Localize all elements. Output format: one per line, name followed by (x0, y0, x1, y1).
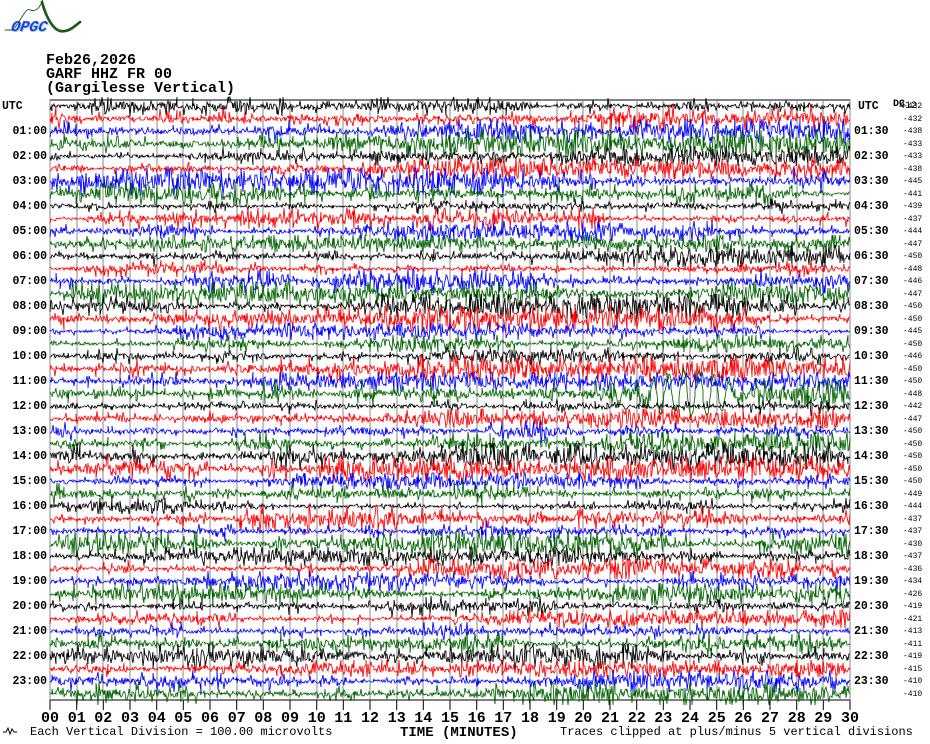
svg-text:23:00: 23:00 (12, 675, 47, 688)
svg-text:-434: -434 (903, 577, 922, 586)
svg-text:-413: -413 (903, 627, 922, 636)
svg-text:11:00: 11:00 (12, 375, 47, 388)
svg-text:07:30: 07:30 (854, 275, 889, 288)
svg-text:16:00: 16:00 (12, 500, 47, 513)
svg-text:11: 11 (334, 710, 352, 727)
svg-text:-444: -444 (903, 502, 922, 511)
svg-text:15:30: 15:30 (854, 475, 889, 488)
svg-text:17:00: 17:00 (12, 525, 47, 538)
svg-text:19:30: 19:30 (854, 575, 889, 588)
svg-text:-410: -410 (903, 690, 922, 699)
svg-text:03:30: 03:30 (854, 175, 889, 188)
svg-text:-438: -438 (903, 127, 922, 136)
svg-text:-437: -437 (903, 527, 922, 536)
svg-text:-410: -410 (903, 677, 922, 686)
svg-text:-444: -444 (903, 227, 922, 236)
svg-text:09:30: 09:30 (854, 325, 889, 338)
svg-text:-438: -438 (903, 165, 922, 174)
svg-text:-419: -419 (903, 652, 922, 661)
svg-text:11:30: 11:30 (854, 375, 889, 388)
svg-text:-432: -432 (903, 115, 922, 124)
svg-text:20:00: 20:00 (12, 600, 47, 613)
svg-text:21:30: 21:30 (854, 625, 889, 638)
svg-text:12:00: 12:00 (12, 400, 47, 413)
svg-text:15:00: 15:00 (12, 475, 47, 488)
svg-text:-450: -450 (903, 427, 922, 436)
svg-text:-448: -448 (903, 390, 922, 399)
svg-text:05:30: 05:30 (854, 225, 889, 238)
svg-text:-450: -450 (903, 452, 922, 461)
svg-text:-450: -450 (903, 315, 922, 324)
svg-text:-446: -446 (903, 352, 922, 361)
svg-text:-426: -426 (903, 590, 922, 599)
svg-text:18: 18 (521, 710, 539, 727)
svg-text:01:00: 01:00 (12, 125, 47, 138)
svg-text:12:30: 12:30 (854, 400, 889, 413)
svg-text:-436: -436 (903, 565, 922, 574)
svg-text:-439: -439 (903, 202, 922, 211)
svg-text:21:00: 21:00 (12, 625, 47, 638)
svg-text:05:00: 05:00 (12, 225, 47, 238)
svg-text:-411: -411 (903, 640, 922, 649)
svg-text:-450: -450 (903, 365, 922, 374)
svg-text:01:30: 01:30 (854, 125, 889, 138)
svg-text:-450: -450 (903, 302, 922, 311)
svg-text:-445: -445 (903, 177, 922, 186)
svg-text:06:00: 06:00 (12, 250, 47, 263)
svg-text:-445: -445 (903, 327, 922, 336)
svg-text:12: 12 (361, 710, 379, 727)
svg-text:17:30: 17:30 (854, 525, 889, 538)
svg-text:-415: -415 (903, 665, 922, 674)
svg-text:-448: -448 (903, 265, 922, 274)
svg-text:-450: -450 (903, 252, 922, 261)
svg-text:08:00: 08:00 (12, 300, 47, 313)
svg-text:16:30: 16:30 (854, 500, 889, 513)
svg-text:-441: -441 (903, 190, 922, 199)
svg-text:-433: -433 (903, 140, 922, 149)
svg-text:-446: -446 (903, 277, 922, 286)
svg-text:-433: -433 (903, 152, 922, 161)
svg-text:08:30: 08:30 (854, 300, 889, 313)
svg-text:-447: -447 (903, 415, 922, 424)
svg-text:-421: -421 (903, 615, 922, 624)
svg-text:22:00: 22:00 (12, 650, 47, 663)
svg-text:-447: -447 (903, 290, 922, 299)
svg-text:07:00: 07:00 (12, 275, 47, 288)
svg-text:13:00: 13:00 (12, 425, 47, 438)
svg-text:-432: -432 (903, 102, 922, 111)
svg-text:-450: -450 (903, 340, 922, 349)
svg-text:18:30: 18:30 (854, 550, 889, 563)
svg-text:09:00: 09:00 (12, 325, 47, 338)
svg-text:03:00: 03:00 (12, 175, 47, 188)
svg-text:-450: -450 (903, 465, 922, 474)
svg-text:02:30: 02:30 (854, 150, 889, 163)
svg-text:-437: -437 (903, 515, 922, 524)
svg-text:-419: -419 (903, 602, 922, 611)
svg-text:-437: -437 (903, 215, 922, 224)
svg-text:-437: -437 (903, 552, 922, 561)
svg-text:13:30: 13:30 (854, 425, 889, 438)
svg-text:14:30: 14:30 (854, 450, 889, 463)
svg-text:23:30: 23:30 (854, 675, 889, 688)
svg-text:-449: -449 (903, 490, 922, 499)
svg-text:-450: -450 (903, 440, 922, 449)
svg-text:20:30: 20:30 (854, 600, 889, 613)
svg-text:18:00: 18:00 (12, 550, 47, 563)
svg-text:04:00: 04:00 (12, 200, 47, 213)
svg-text:14:00: 14:00 (12, 450, 47, 463)
svg-text:02:00: 02:00 (12, 150, 47, 163)
svg-text:-450: -450 (903, 377, 922, 386)
svg-text:06:30: 06:30 (854, 250, 889, 263)
svg-text:-442: -442 (903, 402, 922, 411)
svg-text:19:00: 19:00 (12, 575, 47, 588)
svg-text:04:30: 04:30 (854, 200, 889, 213)
svg-text:22:30: 22:30 (854, 650, 889, 663)
svg-text:-450: -450 (903, 477, 922, 486)
svg-text:-447: -447 (903, 240, 922, 249)
svg-text:10:30: 10:30 (854, 350, 889, 363)
svg-text:-430: -430 (903, 540, 922, 549)
svg-text:10:00: 10:00 (12, 350, 47, 363)
